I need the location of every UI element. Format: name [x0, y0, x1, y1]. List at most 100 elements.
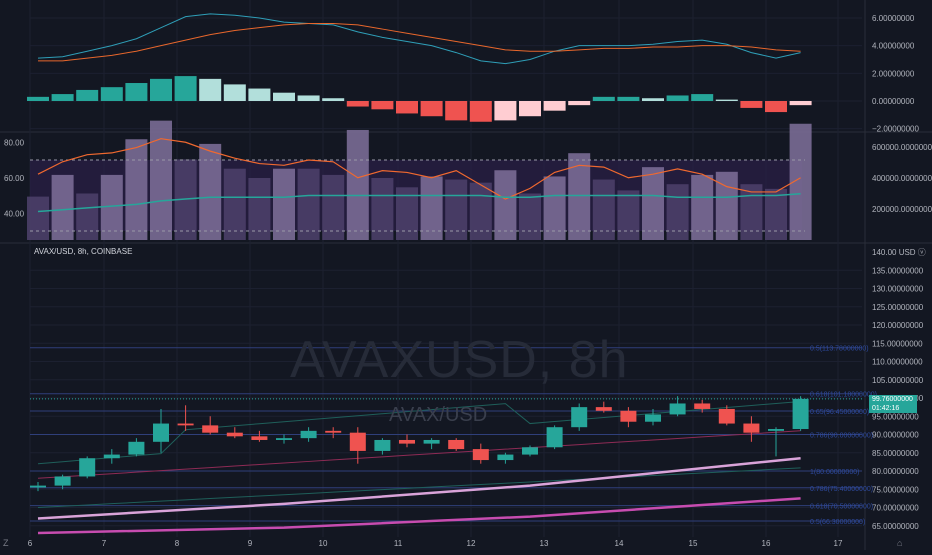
volume-bar	[740, 184, 763, 240]
candle-up	[300, 430, 317, 439]
fib-level-label: 0.618(101.18000000)	[810, 392, 877, 399]
rsi-axis-label: 40.00	[4, 209, 25, 218]
volume-bar	[765, 188, 787, 240]
currency-label[interactable]: 140.00 USD ⓥ	[872, 247, 928, 257]
volume-bar	[592, 179, 615, 240]
candle-up	[79, 458, 96, 477]
price-axis-label: 105.00000000	[872, 376, 924, 385]
ma-fast-line	[37, 497, 801, 535]
macd-histogram-bar	[519, 101, 541, 117]
volume-bar	[568, 153, 591, 240]
macd-axis-label: 4.00000000	[872, 42, 915, 51]
macd-histogram-bar	[789, 101, 812, 106]
candle-up	[423, 439, 440, 444]
date-label: 8	[175, 539, 180, 548]
fib-level-label: 0.786(90.00000000)	[810, 433, 873, 440]
price-axis-label: 85.00000000	[872, 449, 919, 458]
candle-down	[718, 408, 735, 424]
rsi-line	[37, 138, 801, 200]
candle-down	[349, 432, 366, 451]
price-axis-label: 70.00000000	[872, 504, 919, 513]
macd-histogram-bar	[223, 84, 246, 101]
macd-histogram-bar	[199, 78, 222, 101]
macd-histogram-bar	[297, 95, 320, 101]
price-axis-label: 90.00000000	[872, 431, 919, 440]
candle-down	[226, 432, 243, 437]
volume-bar	[248, 178, 271, 240]
volume-bar	[371, 178, 394, 240]
volume-bar	[346, 129, 369, 240]
candle-up	[128, 441, 145, 455]
candle-down	[595, 407, 612, 411]
date-label: 7	[102, 539, 107, 548]
macd-histogram-bar	[642, 98, 664, 101]
candle-up	[54, 476, 71, 486]
volume-axis-label: 200000.00000000	[872, 205, 932, 214]
macd-histogram-bar	[150, 78, 172, 101]
price-axis-label: 115.00000000	[872, 339, 923, 348]
price-axis-label: 80.00000000	[872, 467, 919, 476]
volume-bar	[51, 174, 74, 240]
volume-bar	[789, 123, 812, 240]
bollinger-basis	[37, 430, 801, 479]
candle-down	[202, 425, 219, 433]
volume-bar	[223, 168, 246, 240]
price-axis-label: 135.00000000	[872, 266, 924, 275]
fib-level-label: 0.786(75.40000000)	[810, 486, 873, 493]
price-axis-label: 120.00000000	[872, 321, 924, 330]
macd-histogram-bar	[51, 94, 74, 101]
volume-bar	[494, 170, 517, 240]
macd-signal-line	[38, 23, 801, 62]
date-label: 10	[319, 539, 328, 548]
date-label: 6	[28, 539, 33, 548]
date-label: 12	[467, 539, 476, 548]
volume-bar	[691, 174, 714, 240]
volume-bar	[396, 187, 418, 240]
candle-up	[669, 403, 686, 415]
candle-up	[546, 427, 563, 448]
rsi-ma-line	[37, 192, 801, 213]
volume-bar	[543, 176, 566, 240]
macd-histogram-bar	[420, 101, 443, 117]
candle-down	[620, 410, 637, 422]
candle-down	[399, 439, 415, 444]
macd-histogram-bar	[174, 76, 197, 101]
macd-histogram-bar	[346, 101, 369, 107]
macd-histogram-bar	[273, 92, 295, 101]
macd-axis-label: −2.00000000	[872, 125, 919, 134]
price-axis-label: 75.00000000	[872, 485, 919, 494]
macd-histogram-bar	[371, 101, 394, 110]
auto-scale-icon[interactable]: ⌂	[897, 538, 903, 548]
candle-up	[497, 454, 514, 461]
volume-axis-label: 600000.00000000	[872, 143, 932, 152]
date-label: 16	[762, 539, 771, 548]
macd-histogram-bar	[322, 98, 345, 101]
volume-bar	[420, 176, 443, 240]
last-price-tag: 99.76000000 01:42:16	[869, 395, 917, 413]
candle-up	[522, 447, 538, 455]
symbol-legend[interactable]: AVAX/USD, 8h, COINBASE	[34, 247, 133, 256]
macd-histogram-bar	[543, 101, 566, 111]
candle-up	[30, 485, 46, 488]
macd-histogram-bar	[248, 88, 271, 101]
date-label: 14	[615, 539, 624, 548]
price-axis-label: 130.00000000	[872, 285, 924, 294]
volume-bar	[100, 174, 123, 240]
candle-down	[472, 449, 489, 461]
fib-level-label: 0.5(66.30000000)	[810, 519, 865, 526]
candle-up	[645, 414, 661, 422]
date-label: 15	[689, 539, 698, 548]
candle-down	[694, 403, 711, 409]
macd-histogram-bar	[740, 101, 763, 108]
zoom-reset-icon[interactable]: Z	[3, 538, 9, 548]
macd-histogram-bar	[568, 101, 591, 106]
date-label: 13	[540, 539, 549, 548]
macd-histogram-bar	[494, 101, 517, 121]
volume-bar	[642, 167, 664, 240]
volume-bar	[199, 143, 222, 240]
candle-down	[177, 423, 194, 426]
date-label: 17	[834, 539, 843, 548]
macd-axis-label: 6.00000000	[872, 14, 915, 23]
